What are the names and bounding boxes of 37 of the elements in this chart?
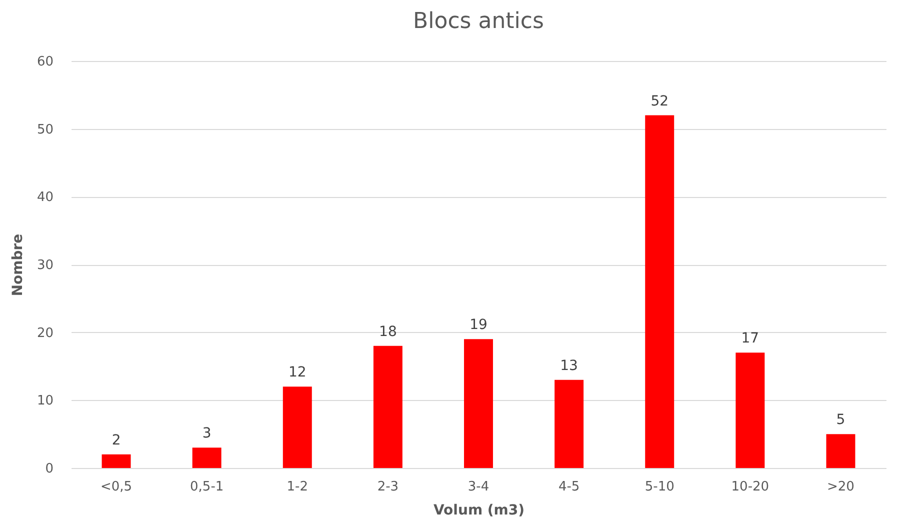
y-tick-label: 40: [36, 190, 54, 206]
x-tick-label: 4-5: [558, 480, 580, 494]
data-label: 13: [560, 358, 578, 374]
chart-title: Blocs antics: [413, 9, 544, 34]
y-tick-label: 20: [36, 326, 54, 341]
x-tick-label: 10-20: [731, 480, 770, 494]
data-label: 17: [741, 330, 760, 347]
data-label: 3: [202, 426, 212, 442]
bar: [554, 380, 584, 468]
bar: [373, 346, 402, 468]
x-tick-label: 3-4: [468, 480, 490, 494]
bar: [102, 454, 131, 468]
y-tick-label: 30: [36, 258, 54, 273]
data-label: 52: [650, 93, 669, 110]
data-label: 19: [470, 317, 488, 334]
x-tick-label: 1-2: [286, 480, 308, 494]
x-tick-label: 0,5-1: [190, 480, 224, 494]
bar: [282, 386, 312, 468]
y-tick-label: 0: [45, 462, 54, 476]
y-axis-title: Nombre: [10, 234, 26, 296]
bar: [464, 339, 493, 468]
y-tick-label: 50: [36, 122, 54, 138]
bar: [645, 115, 674, 468]
data-label: 2: [112, 432, 121, 448]
data-label: 12: [288, 364, 306, 381]
data-label: 18: [379, 324, 397, 340]
x-tick-label: 2-3: [377, 480, 399, 494]
data-label: 5: [836, 412, 846, 428]
bar: [736, 352, 765, 468]
bar: [192, 448, 222, 468]
x-tick-label: <0,5: [100, 480, 132, 494]
y-tick-label: 60: [36, 54, 54, 70]
y-tick-label: 10: [36, 394, 54, 409]
x-tick-label: 5-10: [644, 480, 674, 494]
x-axis-title: Volum (m3): [433, 502, 525, 518]
x-tick-label: >20: [827, 480, 854, 494]
bar: [826, 434, 856, 468]
